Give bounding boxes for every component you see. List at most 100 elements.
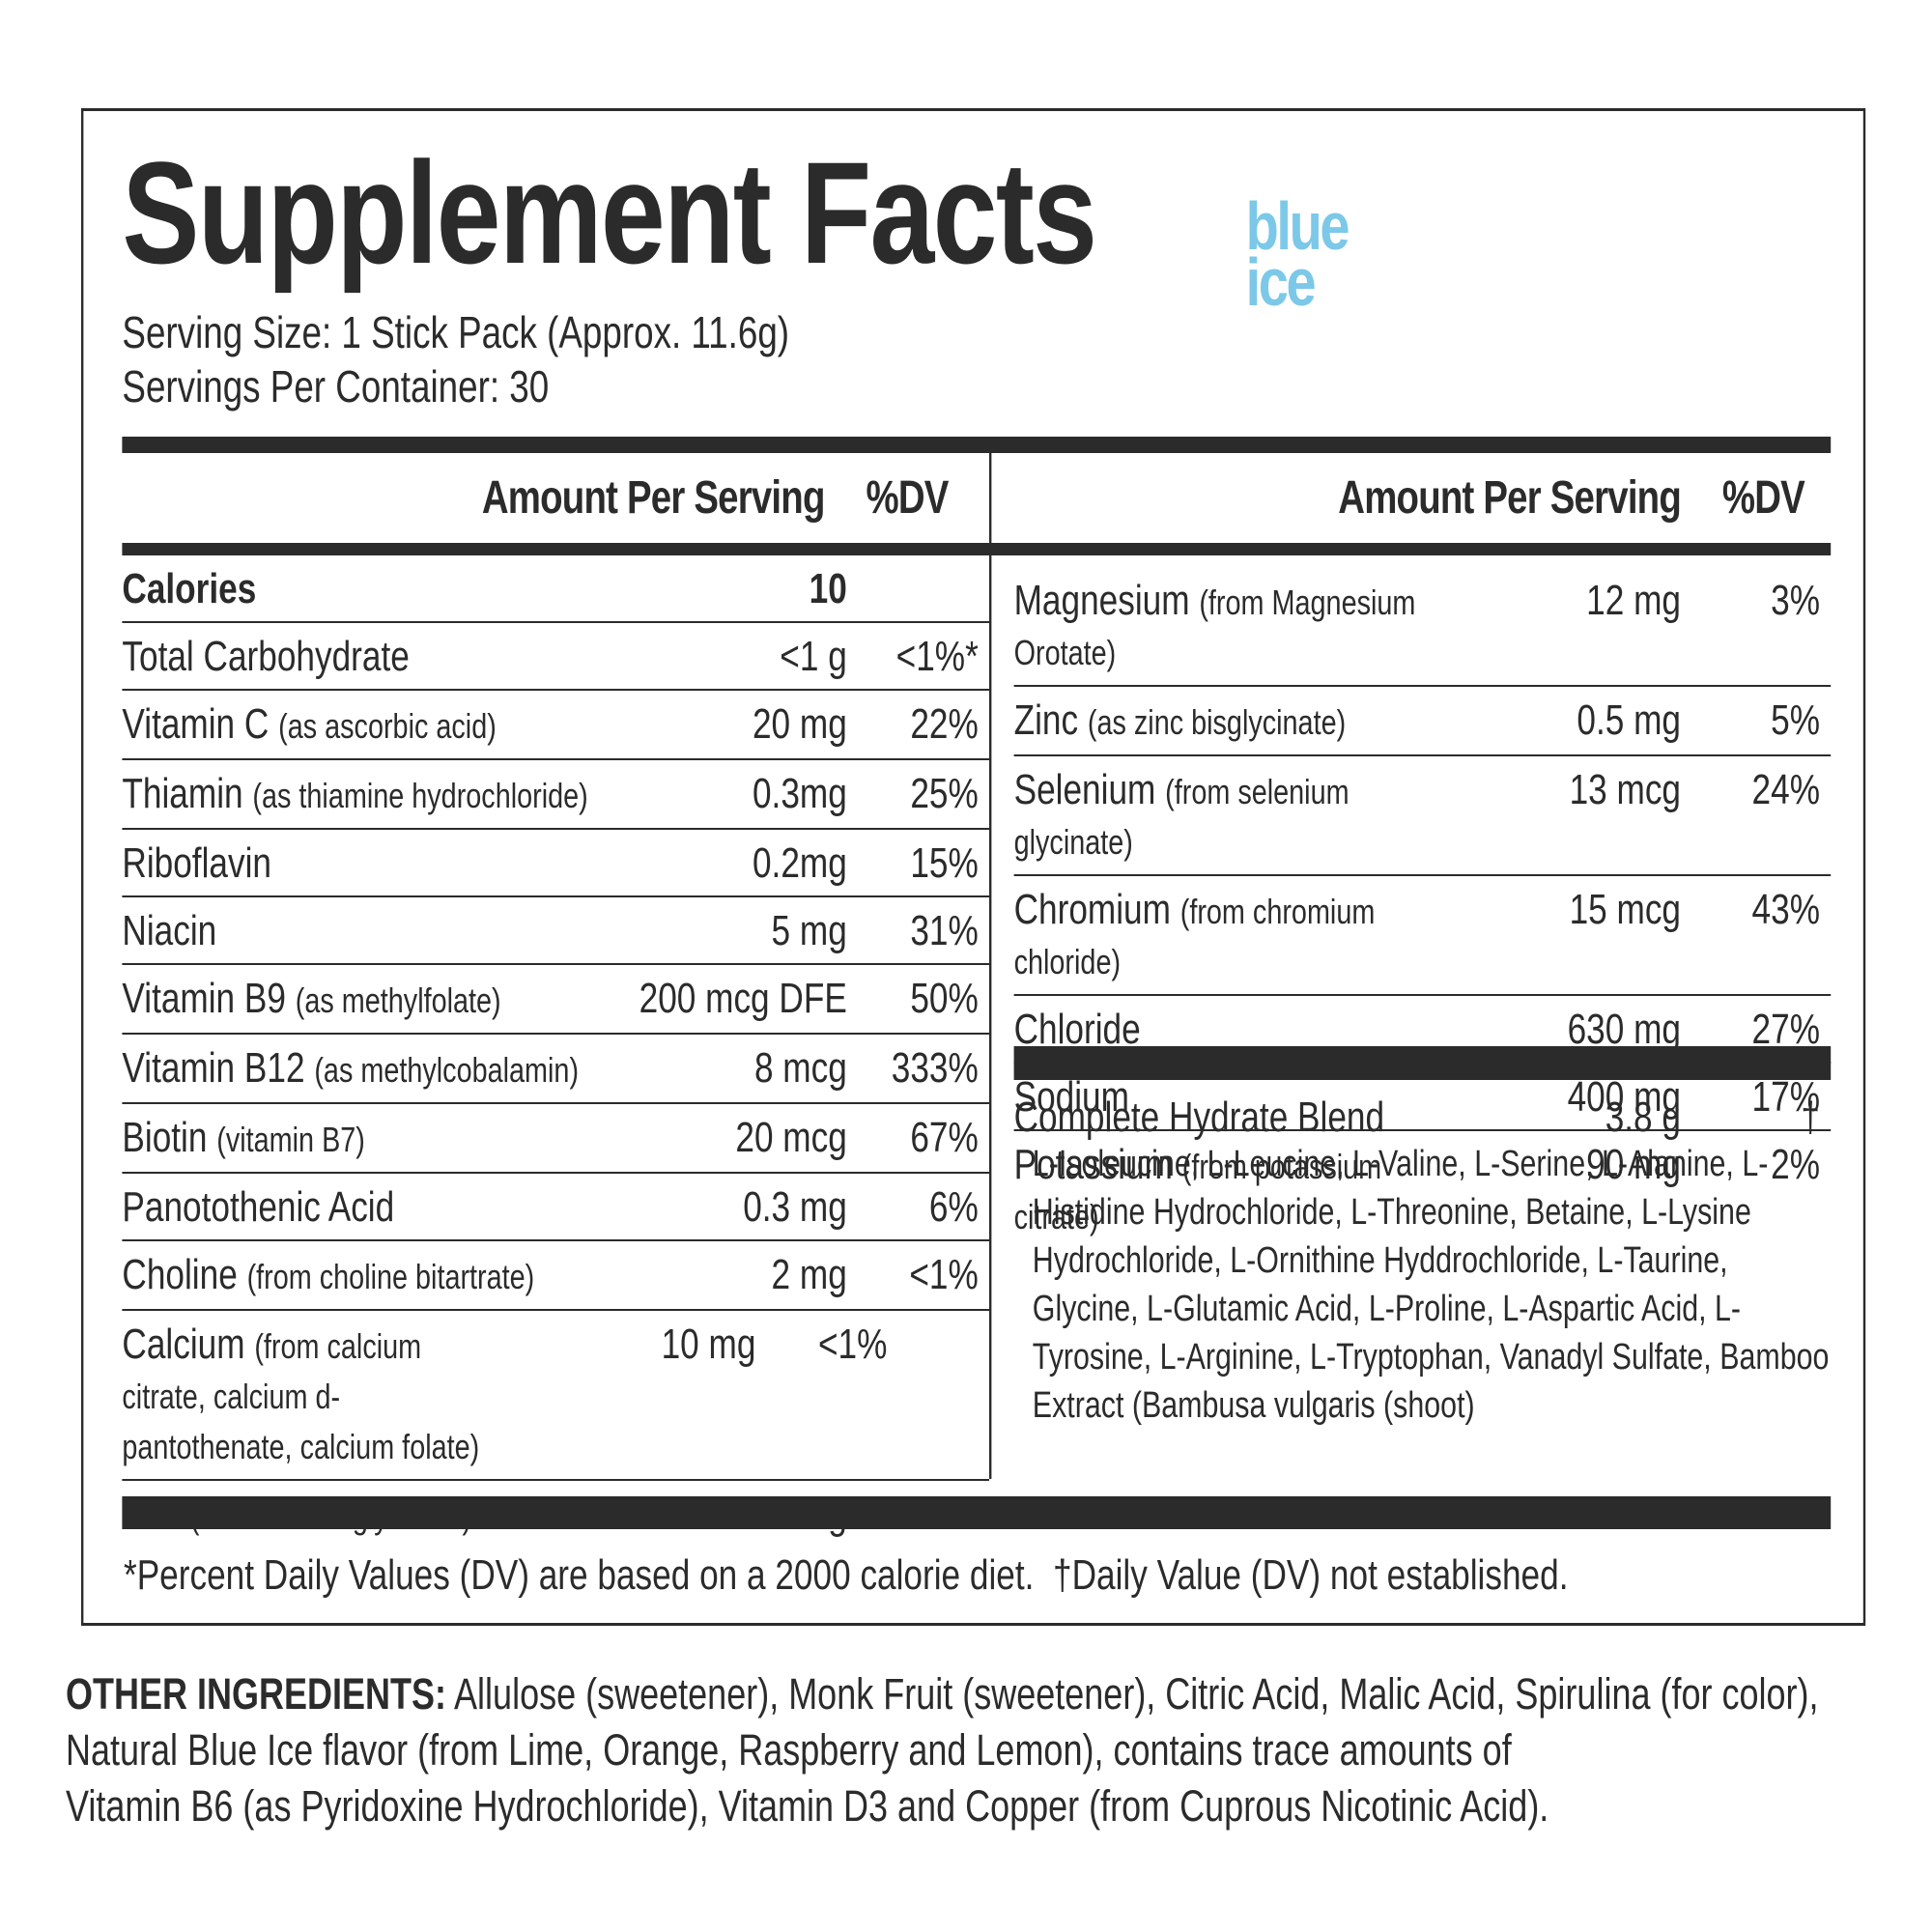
other-line: OTHER INGREDIENTS: Allulose (sweetener),… (66, 1666, 1819, 1722)
nutrient-note: (as methylfolate) (295, 980, 501, 1020)
nutrient-label: Calories (122, 565, 599, 613)
footnote: *Percent Daily Values (DV) are based on … (124, 1551, 1569, 1599)
nutrient-row: Calories 10 (122, 555, 989, 623)
nutrient-row: Magnesium (from Magnesium Orotate) 12 mg 3… (1013, 567, 1832, 687)
nutrient-label: Magnesium (from Magnesium Orotate) (1014, 577, 1449, 677)
header-amount: Amount Per Serving (481, 472, 826, 524)
nutrient-dv: <1% (817, 1321, 888, 1368)
nutrient-row: Zinc (as zinc bisglycinate) 0.5 mg 5% (1013, 687, 1832, 756)
nutrient-name: Vitamin B12 (122, 1044, 305, 1092)
header-amount: Amount Per Serving (1338, 472, 1682, 524)
nutrient-amount: 0.2mg (752, 839, 847, 887)
nutrient-name: Niacin (122, 907, 217, 954)
other-line: Natural Blue Ice flavor (from Lime, Oran… (66, 1725, 1512, 1775)
nutrient-note: (from potassium citrate) (1013, 1147, 1382, 1236)
rule (1013, 1046, 1832, 1080)
thick-rule (122, 437, 1832, 453)
nutrient-row: Vitamin B9 (as methylfolate) 200 mcg DFE 5… (122, 965, 989, 1035)
nutrient-label: Riboflavin (122, 839, 599, 888)
nutrient-row: Biotin (vitamin B7) 20 mcg 67% (122, 1104, 989, 1174)
nutrient-label: Vitamin B12 (as methylcobalamin) (122, 1044, 599, 1094)
nutrient-dv: 25% (910, 770, 979, 817)
nutrient-row: Calcium (from calcium citrate, calcium d… (122, 1311, 989, 1481)
nutrient-name: Panotothenic Acid (122, 1183, 395, 1231)
nutrient-note: (from Magnesium Orotate) (1013, 582, 1416, 672)
nutrient-label: Panotothenic Acid (122, 1183, 599, 1232)
nutrient-note: (from chromium chloride) (1013, 892, 1376, 981)
nutrient-amount: 0.3mg (752, 770, 847, 817)
nutrient-note: (as thiamine hydrochloride) (252, 776, 588, 815)
nutrient-dv: 5% (1771, 696, 1820, 744)
nutrient-dv: 43% (1751, 886, 1820, 933)
nutrient-name: Chloride (1013, 1006, 1141, 1053)
nutrient-row: Panotothenic Acid 0.3 mg 6% (122, 1174, 989, 1241)
facts-box (81, 108, 1866, 1626)
nutrient-row: Chromium (from chromium chloride) 15 mcg 4… (1013, 876, 1832, 996)
thick-rule (122, 1496, 1832, 1529)
nutrient-amount: 12 mg (1586, 577, 1681, 624)
nutrient-name: Vitamin C (122, 700, 270, 748)
nutrient-dv: 27% (1751, 1006, 1820, 1053)
nutrient-name: Potassium (1013, 1141, 1173, 1188)
nutrient-dv: 2% (1771, 1141, 1820, 1188)
nutrient-note: (vitamin B7) (216, 1120, 365, 1159)
nutrient-row: Choline (from choline bitartrate) 2 mg <1% (122, 1241, 989, 1311)
nutrient-label: Choline (from choline bitartrate) (122, 1251, 599, 1301)
blend-amount: 3.8 g (1605, 1094, 1681, 1141)
nutrient-amount: 5 mg (771, 907, 847, 954)
title: Supplement Facts (122, 131, 1097, 294)
nutrient-amount: 200 mcg DFE (639, 975, 847, 1022)
nutrient-row: Potassium (from potassium citrate) 90 mg 2… (1014, 1131, 1832, 1249)
nutrient-amount: <1 g (780, 633, 847, 680)
nutrient-label: Total Carbohydrate (122, 633, 599, 681)
nutrient-row: Thiamin (as thiamine hydrochloride) 0.3mg… (122, 760, 989, 830)
nutrient-amount: 8 mcg (753, 1044, 847, 1092)
nutrient-label: Chromium (from chromium chloride) (1014, 886, 1449, 986)
nutrient-label: Selenium (from selenium glycinate) (1014, 766, 1449, 867)
column-divider (989, 453, 992, 1479)
serving-size: Serving Size: 1 Stick Pack (Approx. 11.6… (122, 307, 790, 357)
nutrient-name: Total Carbohydrate (122, 633, 410, 680)
nutrient-dv: 333% (891, 1044, 979, 1092)
blend-row: Complete Hydrate Blend 3.8 g † (1014, 1084, 1832, 1150)
nutrient-label: Niacin (122, 907, 599, 955)
nutrient-dv: <1% (909, 1251, 979, 1298)
nutrient-row: Selenium (from selenium glycinate) 13 mcg… (1013, 756, 1832, 876)
nutrient-name: Zinc (1013, 696, 1079, 744)
nutrient-name: Thiamin (122, 770, 243, 817)
nutrient-row: Vitamin C (as ascorbic acid) 20 mg 22% (122, 691, 989, 760)
nutrient-label: Vitamin C (as ascorbic acid) (122, 700, 599, 751)
nutrient-dv: 3% (1771, 577, 1820, 624)
nutrient-note: (from selenium glycinate) (1013, 772, 1350, 862)
nutrient-name: Calories (122, 565, 257, 612)
right-header: Amount Per Serving %DV (1014, 453, 1812, 543)
nutrient-row: Total Carbohydrate <1 g <1%* (122, 623, 989, 691)
nutrient-label: Thiamin (as thiamine hydrochloride) (122, 770, 599, 820)
nutrient-dv: 31% (910, 907, 979, 954)
rule (122, 543, 1832, 555)
nutrient-amount: 10 (809, 565, 847, 612)
nutrient-note: (from calcium citrate, calcium d-pantoth… (122, 1326, 480, 1466)
nutrient-amount: 90 mg (1586, 1141, 1681, 1188)
header-dv: %DV (866, 472, 950, 524)
nutrient-dv: <1%* (895, 633, 979, 680)
nutrient-dv: 50% (910, 975, 979, 1022)
nutrient-dv: 22% (910, 700, 979, 748)
nutrient-name: Biotin (122, 1114, 208, 1161)
nutrient-name: Sodium (1013, 1073, 1129, 1121)
nutrient-amount: 400 mg (1567, 1073, 1681, 1121)
nutrient-label: Calcium (from calcium citrate, calcium d… (122, 1321, 508, 1471)
header-dv: %DV (1721, 472, 1805, 524)
brand-line: blue (1245, 188, 1350, 264)
nutrient-dv: 67% (910, 1114, 979, 1161)
nutrient-row: Sodium 400 mg 17% (1013, 1064, 1832, 1131)
nutrient-label: Sodium (1014, 1073, 1449, 1122)
other-line: Vitamin B6 (as Pyridoxine Hydrochloride)… (66, 1781, 1549, 1831)
nutrient-name: Magnesium (1013, 577, 1190, 624)
nutrient-name: Vitamin B9 (122, 975, 286, 1022)
nutrient-note: (as zinc bisglycinate) (1087, 702, 1347, 742)
nutrient-label: Potassium (from potassium citrate) (1014, 1141, 1449, 1241)
nutrient-name: Selenium (1013, 766, 1156, 813)
